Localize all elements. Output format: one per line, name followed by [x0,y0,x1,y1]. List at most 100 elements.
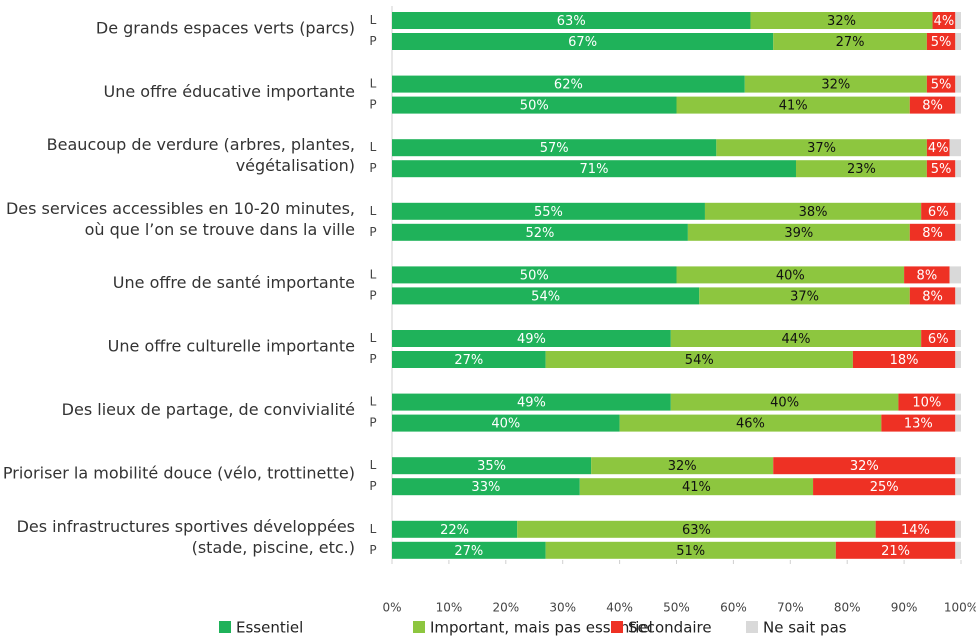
value-label: 32% [668,459,697,474]
bar-segment [955,414,961,432]
x-tick-label: 0% [382,601,401,615]
bar-label: P [369,98,376,112]
legend-label: Essentiel [236,619,303,636]
x-tick-label: 10% [436,601,463,615]
value-label: 5% [931,35,952,50]
bar-segment [392,266,677,284]
bar-segment [392,202,705,220]
value-label: 37% [807,141,836,156]
bar-segment [949,139,961,157]
bar-segment [392,541,546,559]
legend-label: Secondaire [628,619,712,636]
bar-label: L [370,395,377,409]
bar-segment [750,12,933,29]
legend-label: Ne sait pas [763,619,847,636]
group-label: Prioriser la mobilité douce (vélo, trott… [3,464,355,483]
bar-segment [921,202,956,220]
bar-segment [955,520,961,538]
bar-segment [579,478,814,496]
value-label: 22% [440,523,469,538]
bar-segment [392,160,796,178]
bar-segment [955,223,961,241]
value-label: 8% [922,99,943,114]
value-label: 41% [682,480,711,495]
bar-segment [619,414,882,432]
legend-label: Important, mais pas essentiel [430,619,653,636]
bar-segment [773,457,956,475]
bar-segment [392,414,620,432]
bar-segment [591,457,774,475]
bar-label: P [369,416,376,430]
bar-label: L [370,331,377,345]
value-label: 21% [881,544,910,559]
value-label: 55% [534,205,563,220]
bar-segment [670,330,922,347]
group-label: où que l’on se trouve dans la ville [85,220,355,239]
value-label: 63% [682,523,711,538]
legend-swatch [219,621,231,633]
bar-segment [949,266,961,284]
value-label: 52% [525,226,554,241]
bar-segment [909,223,956,241]
value-label: 46% [736,417,765,432]
x-tick-label: 90% [891,601,918,615]
group-label: Des services accessibles en 10-20 minute… [6,199,355,218]
value-label: 37% [790,289,819,304]
bar-segment [517,520,876,538]
value-label: 5% [931,78,952,93]
group-label: De grands espaces verts (parcs) [96,19,355,38]
bar-segment [955,478,961,496]
bar-label: L [370,267,377,281]
value-label: 40% [776,268,805,283]
bar-label: L [370,77,377,91]
bar-segment [392,330,671,347]
bar-segment [955,287,961,305]
bar-segment [955,33,961,50]
legend-swatch [611,621,623,633]
bar-segment [904,266,950,284]
value-label: 71% [580,162,609,177]
value-label: 5% [931,162,952,177]
group-label: Une offre culturelle importante [108,337,355,356]
value-label: 27% [836,35,865,50]
x-tick-label: 70% [777,601,804,615]
bar-segment [921,330,956,347]
value-label: 63% [557,14,586,29]
group-label: Des lieux de partage, de convivialité [62,400,355,419]
group-label: végétalisation) [236,156,355,175]
value-label: 49% [517,332,546,347]
bar-segment [955,541,961,559]
bar-segment [881,414,956,432]
x-tick-label: 80% [834,601,861,615]
value-label: 32% [827,14,856,29]
x-tick-label: 50% [663,601,690,615]
bar-segment [676,96,910,114]
group-label: Une offre éducative importante [104,82,356,101]
bar-segment [392,223,688,241]
value-label: 27% [454,544,483,559]
bar-segment [926,139,950,157]
bar-label: P [369,288,376,302]
value-label: 4% [928,141,949,156]
value-label: 35% [477,459,506,474]
bar-segment [932,12,956,29]
value-label: 32% [821,78,850,93]
bar-label: L [370,204,377,218]
value-label: 18% [890,353,919,368]
value-label: 23% [847,162,876,177]
bar-segment [716,139,927,157]
bar-segment [955,202,961,220]
value-label: 25% [870,480,899,495]
bar-segment [898,393,956,411]
x-tick-label: 100% [944,601,976,615]
bar-label: L [370,458,377,472]
bar-segment [955,457,961,475]
value-label: 40% [770,396,799,411]
x-tick-label: 20% [492,601,519,615]
value-label: 67% [568,35,597,50]
bar-segment [926,75,956,93]
value-label: 40% [491,417,520,432]
bar-label: P [369,225,376,239]
value-label: 10% [912,396,941,411]
